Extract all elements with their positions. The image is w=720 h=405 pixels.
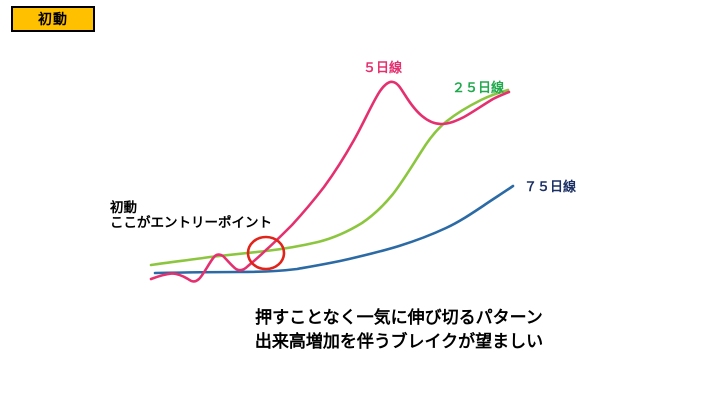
- ma25-line: [149, 88, 510, 267]
- ma25-label: ２５日線: [452, 80, 505, 95]
- entry-annotation-line1: 初動: [110, 200, 137, 215]
- entry-annotation-line2: ここがエントリーポイント: [110, 215, 272, 230]
- ma75-label: ７５日線: [524, 179, 577, 194]
- caption: 押すことなく一気に伸び切るパターン 出来高増加を伴うブレイクが望ましい: [246, 306, 552, 354]
- ma5-label: ５日線: [363, 60, 403, 75]
- initial-move-badge: 初動: [11, 6, 95, 32]
- entry-annotation: 初動 ここがエントリーポイント: [110, 200, 272, 230]
- ma75-line: [153, 184, 515, 275]
- entry-point-circle: [246, 235, 286, 271]
- caption-line2: 出来高増加を伴うブレイクが望ましい: [254, 332, 544, 351]
- initial-move-badge-label: 初動: [38, 11, 68, 27]
- caption-line1: 押すことなく一気に伸び切るパターン: [255, 308, 543, 327]
- ma5-line: [149, 80, 511, 283]
